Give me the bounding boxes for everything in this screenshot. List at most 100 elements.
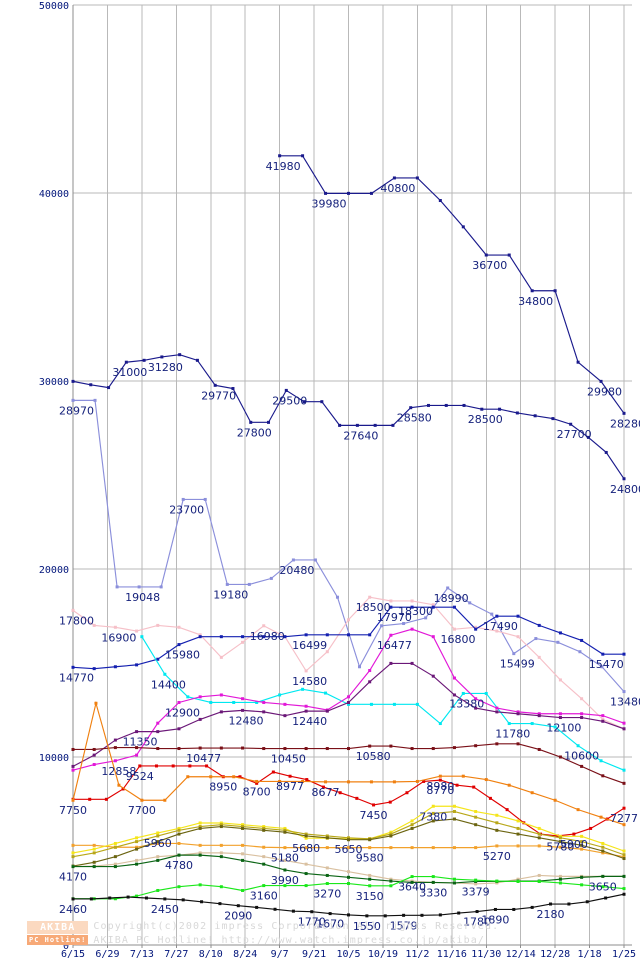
data-point [368,877,372,881]
data-point [219,821,223,825]
data-point [599,815,603,819]
data-point [178,353,182,357]
data-point [219,655,223,659]
data-point [585,900,589,904]
data-point [580,875,584,879]
data-point [516,635,520,639]
x-axis-tick-labels: 6/15 6/29 7/13 7/27 8/10 8/24 9/7 9/21 10/5 10/19… [61,945,636,960]
data-point [389,744,393,748]
series-series-black [71,892,626,918]
data-point [599,759,603,763]
data-point [388,800,392,804]
data-label: 3270 [313,888,341,901]
data-point [507,253,511,257]
data-point [495,844,499,848]
data-label: 8770 [426,784,454,797]
data-point [468,601,472,605]
data-point [156,840,160,844]
data-point [262,845,266,849]
data-point [474,878,478,882]
data-label: 17490 [483,620,518,633]
data-point [241,708,245,712]
data-point [262,747,266,751]
data-point [232,700,236,704]
data-point [533,414,537,418]
data-point [622,690,626,694]
data-label: 5180 [271,852,299,865]
data-point [71,764,75,768]
data-point [622,855,626,859]
data-point [140,635,144,639]
data-label: 5960 [144,837,172,850]
x-tick-label: 11/30 [471,949,501,960]
data-label: 4170 [59,871,87,884]
data-point [113,738,117,742]
data-point [455,783,459,787]
data-point [537,826,541,830]
data-label: 7380 [419,810,447,823]
data-point [218,902,222,906]
data-point [580,764,584,768]
data-point [474,810,478,814]
data-label: 13480 [610,696,640,709]
data-point [505,808,509,812]
data-point [124,360,128,364]
data-label: 31000 [112,366,147,379]
y-tick-label: 30000 [39,377,69,388]
data-label: 36700 [472,259,507,272]
data-point [92,843,96,847]
data-label: 5270 [483,850,511,863]
data-point [305,778,309,782]
data-point [551,417,555,421]
data-label: 16980 [250,630,285,643]
data-point [267,420,271,424]
data-point [278,693,282,697]
data-point [601,874,605,878]
data-point [324,191,328,195]
data-point [424,616,428,620]
akiba-logo: AKIBA PC Hotline! [27,921,89,945]
data-label: 16477 [377,639,412,652]
data-point [457,911,461,915]
data-point [156,834,160,838]
data-label: 31280 [148,361,183,374]
data-point [113,897,117,901]
data-point [495,629,499,633]
data-label: 8950 [209,781,237,794]
data-point [219,635,223,639]
data-point [301,779,305,783]
data-point [92,763,96,767]
data-point [368,669,372,673]
data-point [622,874,626,878]
data-point [438,913,442,917]
data-point [177,747,181,751]
data-point [415,702,419,706]
data-point [438,722,442,726]
data-point [558,678,562,682]
data-point [156,831,160,835]
data-point [121,787,125,791]
data-point [622,857,626,861]
data-point [495,828,499,832]
data-point [601,849,605,853]
data-point [320,400,324,404]
data-point [269,576,273,580]
data-point [452,877,456,881]
data-point [537,832,541,836]
data-point [537,879,541,883]
data-point [283,846,287,850]
data-point [71,843,75,847]
data-point [495,742,499,746]
data-point [368,680,372,684]
data-label: 1579 [390,919,418,932]
data-point [177,841,181,845]
series-series-lightorange [71,841,626,859]
data-point [115,585,119,589]
data-point [238,775,242,779]
data-point [410,875,414,879]
data-point [241,640,245,644]
data-point [135,858,139,862]
data-point [262,884,266,888]
data-point [205,764,209,768]
